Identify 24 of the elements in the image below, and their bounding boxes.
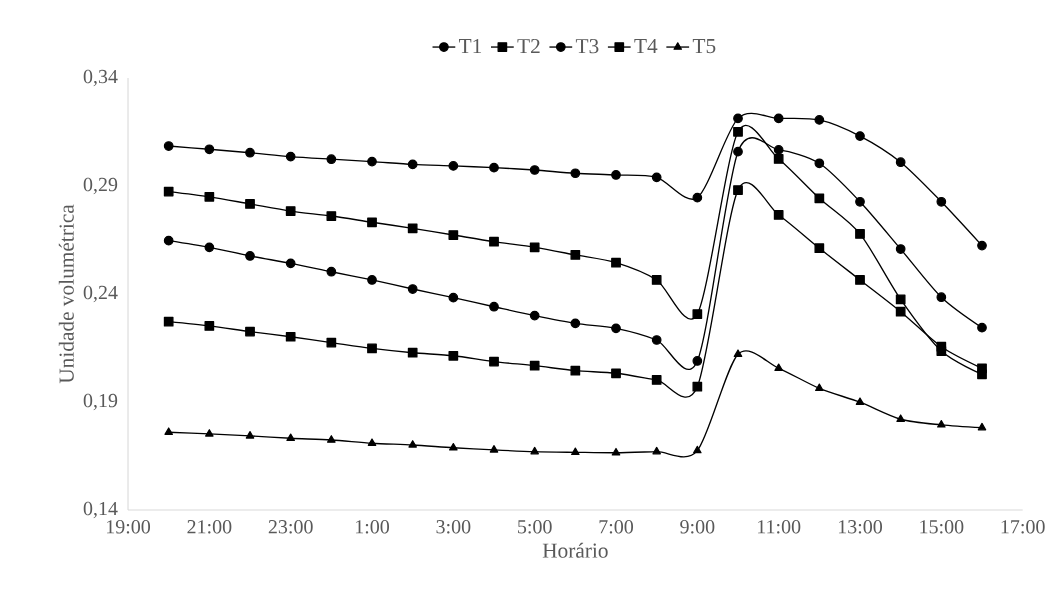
y-tick-label: 0,24	[83, 285, 118, 303]
x-tick-label: 5:00	[518, 520, 552, 534]
legend-label: T3	[575, 39, 599, 54]
x-tick-label: 13:00	[838, 520, 883, 534]
x-tick-label: 19:00	[106, 520, 151, 534]
legend-label: T4	[634, 39, 658, 54]
y-tick-label: 0,14	[83, 501, 118, 519]
x-tick-label: 9:00	[680, 520, 715, 534]
y-tick-label: 0,29	[83, 177, 118, 195]
x-tick-label: 7:00	[599, 520, 634, 534]
x-tick-label: 17:00	[1001, 520, 1045, 534]
x-tick-label: 23:00	[268, 520, 313, 534]
x-axis-title: Horário	[542, 542, 608, 558]
legend-label: T1	[458, 39, 482, 54]
y-tick-label: 0,19	[83, 393, 118, 411]
legend-label: T2	[517, 39, 540, 54]
y-axis-title: Unidade volumétrica	[58, 204, 74, 384]
x-tick-label: 11:00	[758, 520, 801, 534]
x-tick-label: 1:00	[355, 520, 390, 534]
x-tick-label: 15:00	[920, 520, 964, 534]
x-tick-label: 21:00	[187, 520, 232, 534]
x-tick-label: 3:00	[436, 520, 471, 534]
y-tick-label: 0,34	[83, 69, 118, 87]
legend-label: T5	[692, 39, 716, 54]
